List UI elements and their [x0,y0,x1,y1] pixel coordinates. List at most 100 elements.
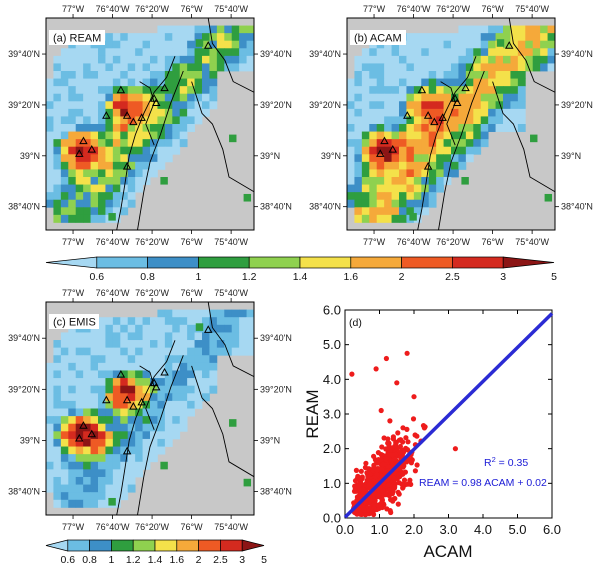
map-cell [391,184,400,193]
map-cell [164,78,173,87]
map-cell [135,454,143,463]
map-cell [112,192,121,201]
map-cell [202,317,210,326]
station-triangle [149,94,159,102]
map-cell [157,25,166,34]
map-cell [224,309,233,318]
map-cell [369,146,378,155]
map-cell [105,55,114,64]
coastline-segment [191,365,254,478]
coastline-segment [492,81,555,193]
map-cell [421,55,430,64]
map-cell [142,93,151,102]
map-cell [369,184,378,193]
map-cell [172,146,181,155]
map-cell [127,154,136,163]
map-cell [105,492,114,501]
map-cell [376,214,385,223]
scatter-point [397,454,403,460]
map-cell [142,408,151,417]
map-cell [540,48,548,57]
map-cell [421,33,430,42]
map-cell [112,408,121,417]
map-cell [135,78,143,87]
map-cell [75,86,84,95]
map-cell [194,362,203,371]
map-cell [458,108,467,117]
map-cell [75,108,84,117]
scatter-point [352,478,359,484]
lon-label-bottom: 76°20'W [135,237,169,247]
map-cell [112,438,121,447]
map-cell [164,131,173,140]
map-cell [98,355,106,364]
map-cell [369,48,378,57]
station-triangle [423,161,433,170]
scatter-point [363,511,369,518]
map-cell [495,101,504,110]
map-cell [60,131,69,140]
map-cell [391,48,400,57]
map-cell [406,146,415,155]
map-cell [179,370,188,379]
map-cell [246,63,254,72]
map-cell [46,139,54,148]
map-cell [142,139,151,148]
map-cell [75,484,84,493]
map-cell [60,207,69,216]
map-cell [202,309,210,318]
map-cell [443,146,452,155]
map-cell [112,492,121,501]
map-cell [164,146,173,155]
map-cell [150,393,158,402]
map-cell [98,324,106,333]
map-cell [473,25,482,34]
map-cell [399,192,407,201]
map-cell [224,33,233,42]
map-cell [530,134,538,143]
map-cell [135,33,143,42]
map-cell [105,454,114,463]
map-cell [376,116,385,125]
colorbar-swatch [220,539,243,552]
map-cell [187,101,195,110]
map-cell [135,355,143,364]
lon-label-top: 75°40'W [214,288,248,298]
map-cell [229,134,237,143]
map-cell [90,461,99,470]
map-cell [187,63,195,72]
lat-label-left: 39°40'N [309,49,341,59]
map-cell [209,362,218,371]
map-cell [369,55,378,64]
map-cell [480,86,489,95]
map-cell [376,154,385,163]
map-cell [53,370,62,379]
map-cell [503,55,511,64]
map-cell [83,416,91,425]
map-cell [369,207,378,216]
map-cell [164,93,173,102]
coastline-segment [207,302,254,378]
map-cell [179,423,188,432]
map-cell [60,169,69,178]
map-cell [53,446,62,455]
map-cell [480,101,489,110]
map-cell [224,332,233,341]
map-cell [83,385,91,394]
map-cell [465,131,474,140]
map-cell [510,63,519,72]
map-cell [451,40,459,49]
map-cell [202,393,210,402]
map-cell [135,340,143,349]
map-cell [376,78,385,87]
map-cell [465,55,474,64]
map-cell [53,378,62,387]
map-cell [60,370,69,379]
map-cell [120,108,129,117]
map-cell [458,124,467,132]
map-cell [120,378,129,387]
map-cell [406,86,415,95]
lon-label-top: 77°W [62,4,85,14]
map-cell [246,347,254,356]
panel-label-box-b [350,30,406,45]
